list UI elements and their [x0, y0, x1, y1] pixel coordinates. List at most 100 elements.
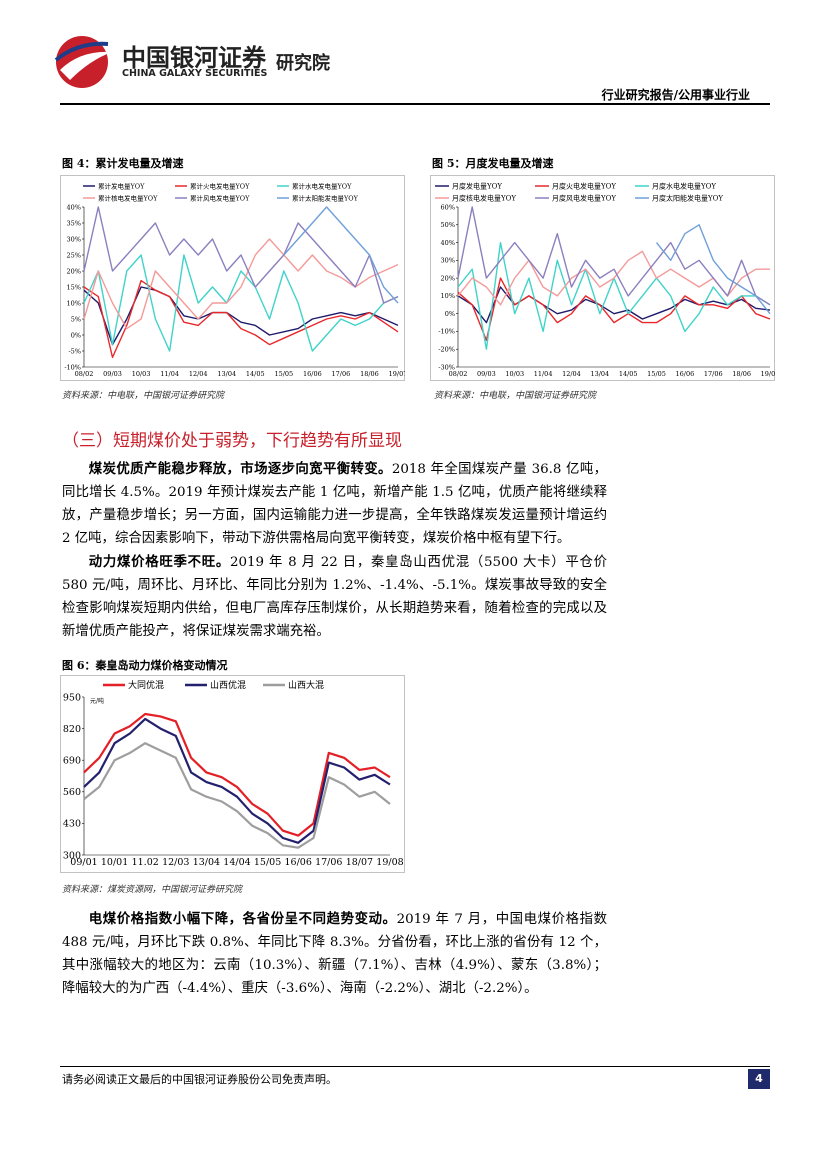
- x-tick-label: 19/07: [389, 370, 405, 378]
- unit-label: 元/吨: [90, 697, 104, 705]
- legend-label: 山西大混: [288, 679, 324, 691]
- paragraph: 动力煤价格旺季不旺。2019 年 8 月 22 日，秦皇岛山西优混（5500 大…: [62, 551, 607, 643]
- chart-title: 图 5：月度发电量及增速: [432, 156, 553, 170]
- page-number: 4: [748, 1069, 770, 1089]
- paragraph-lead: 电煤价格指数小幅下降，各省份呈不同趋势变动。: [88, 911, 397, 927]
- series-line: [83, 742, 391, 849]
- x-tick-label: 15/05: [647, 370, 666, 378]
- y-tick-label: 690: [63, 756, 81, 767]
- y-tick-label: -30%: [438, 363, 455, 371]
- series-line: [83, 717, 391, 844]
- chart: 图 5：月度发电量及增速 -30% -20% -10% 0% 10% 20% 30% 40% 50…: [430, 156, 775, 381]
- chart: 图 6：秦皇岛动力煤价格变动情况 300 430 560 690 820 950 09/01 1…: [60, 658, 405, 873]
- x-tick-label: 17/06: [315, 857, 342, 868]
- x-tick-label: 08/02: [449, 370, 468, 378]
- x-tick-label: 11.02: [132, 857, 159, 868]
- legend-label: 月度水电发电量YOY: [652, 181, 716, 190]
- chart-frame: [430, 175, 775, 381]
- legend-label: 月度火电发电量YOY: [552, 181, 616, 190]
- x-tick-label: 17/06: [704, 370, 723, 378]
- y-tick-label: 430: [63, 819, 81, 830]
- y-tick-label: 10%: [67, 299, 81, 307]
- series-line: [457, 286, 771, 324]
- series-line: [457, 206, 771, 306]
- paragraph-text: 2019 年 7 月，中国电煤价格指数 488 元/吨，月环比下跌 0.8%、年…: [62, 912, 608, 996]
- x-tick-label: 14/05: [619, 370, 638, 378]
- institute: 研究院: [276, 53, 330, 74]
- series-line: [83, 206, 399, 304]
- footer-rule: [60, 1066, 770, 1067]
- chart-source: 资料来源：中电联，中国银河证券研究院: [434, 391, 597, 401]
- legend-label: 月度发电量YOY: [452, 181, 502, 190]
- series-line: [457, 250, 770, 306]
- series-line: [83, 238, 399, 330]
- section-heading: （三）短期煤价处于弱势，下行趋势有所显现: [62, 431, 402, 451]
- x-tick-label: 12/03: [162, 857, 189, 868]
- paragraph-lead: 煤炭优质产能稳步释放，市场逐步向宽平衡转变。: [88, 461, 392, 477]
- y-tick-label: 35%: [67, 219, 81, 227]
- series-line: [83, 286, 399, 346]
- logo-en: CHINA GALAXY SECURITIES: [122, 68, 268, 79]
- chart-frame: [60, 175, 405, 381]
- y-tick-label: 40%: [67, 203, 81, 211]
- chart-frame: [60, 675, 405, 873]
- x-tick-label: 09/03: [103, 370, 122, 378]
- paragraph-text: 2019 年 8 月 22 日，秦皇岛山西优混（5500 大卡）平仓价 580 …: [62, 555, 607, 639]
- x-tick-label: 14/05: [246, 370, 265, 378]
- legend-label: 月度太阳能发电量YOY: [652, 193, 723, 202]
- legend-label: 累计水电发电量YOY: [292, 181, 352, 190]
- x-tick-label: 16/06: [676, 370, 695, 378]
- x-tick-label: 16/06: [285, 857, 312, 868]
- series-line: [83, 712, 391, 837]
- chart-title: 图 4：累计发电量及增速: [62, 156, 183, 170]
- x-tick-label: 12/04: [562, 370, 581, 378]
- x-tick-label: 11/04: [534, 370, 553, 378]
- x-tick-label: 15/05: [254, 857, 281, 868]
- x-tick-label: 09/03: [477, 370, 496, 378]
- paragraph: 电煤价格指数小幅下降，各省份呈不同趋势变动。2019 年 7 月，中国电煤价格指…: [62, 908, 607, 1000]
- y-tick-label: 40%: [441, 239, 455, 247]
- x-tick-label: 14/04: [223, 857, 250, 868]
- chart-source: 资料来源：煤炭资源网，中国银河证券研究院: [62, 885, 243, 895]
- y-tick-label: -10%: [438, 328, 455, 336]
- y-tick-label: 820: [63, 724, 81, 735]
- y-tick-label: 30%: [67, 235, 81, 243]
- y-tick-label: 15%: [67, 283, 81, 291]
- x-tick-label: 13/04: [193, 857, 220, 868]
- x-tick-label: 09/01: [70, 857, 97, 868]
- x-tick-label: 10/01: [101, 857, 128, 868]
- x-tick-label: 15/05: [274, 370, 293, 378]
- legend-label: 山西优混: [210, 679, 246, 691]
- x-tick-label: 16/06: [303, 370, 322, 378]
- logo-cn: 中国银河证券: [122, 44, 266, 72]
- x-tick-label: 10/03: [505, 370, 524, 378]
- y-tick-label: 0%: [71, 331, 81, 339]
- y-tick-label: 50%: [441, 221, 455, 229]
- x-tick-label: 13/04: [590, 370, 609, 378]
- y-tick-label: -20%: [438, 345, 455, 353]
- y-tick-label: 10%: [441, 292, 455, 300]
- paragraph: 煤炭优质产能稳步释放，市场逐步向宽平衡转变。2018 年全国煤炭产量 36.8 …: [62, 458, 607, 550]
- y-tick-label: 560: [63, 787, 81, 798]
- chart-title: 图 6：秦皇岛动力煤价格变动情况: [62, 658, 227, 672]
- series-line: [457, 277, 771, 341]
- x-tick-label: 19/07: [761, 370, 775, 378]
- x-tick-label: 19/08: [376, 857, 403, 868]
- x-tick-label: 18/06: [360, 370, 379, 378]
- y-tick-label: 20%: [441, 274, 455, 282]
- series-line: [83, 279, 399, 359]
- disclaimer: 请务必阅读正文最后的中国银河证券股份公司免责声明。: [62, 1073, 337, 1086]
- x-tick-label: 13/04: [217, 370, 236, 378]
- y-tick-label: -5%: [68, 347, 81, 355]
- chart: 图 4：累计发电量及增速 -10% -5% 0% 5% 10% 15% 20% 25% 30% 35…: [60, 156, 405, 381]
- y-tick-label: 60%: [441, 203, 455, 211]
- y-tick-label: 950: [63, 692, 81, 703]
- y-tick-label: 5%: [71, 315, 81, 323]
- x-tick-label: 11/04: [160, 370, 179, 378]
- y-tick-label: 0%: [445, 310, 455, 318]
- legend-label: 大同优混: [128, 679, 164, 691]
- x-tick-label: 10/03: [132, 370, 151, 378]
- legend-label: 累计风电发电量YOY: [190, 193, 250, 202]
- chart-source: 资料来源：中电联，中国银河证券研究院: [62, 391, 225, 401]
